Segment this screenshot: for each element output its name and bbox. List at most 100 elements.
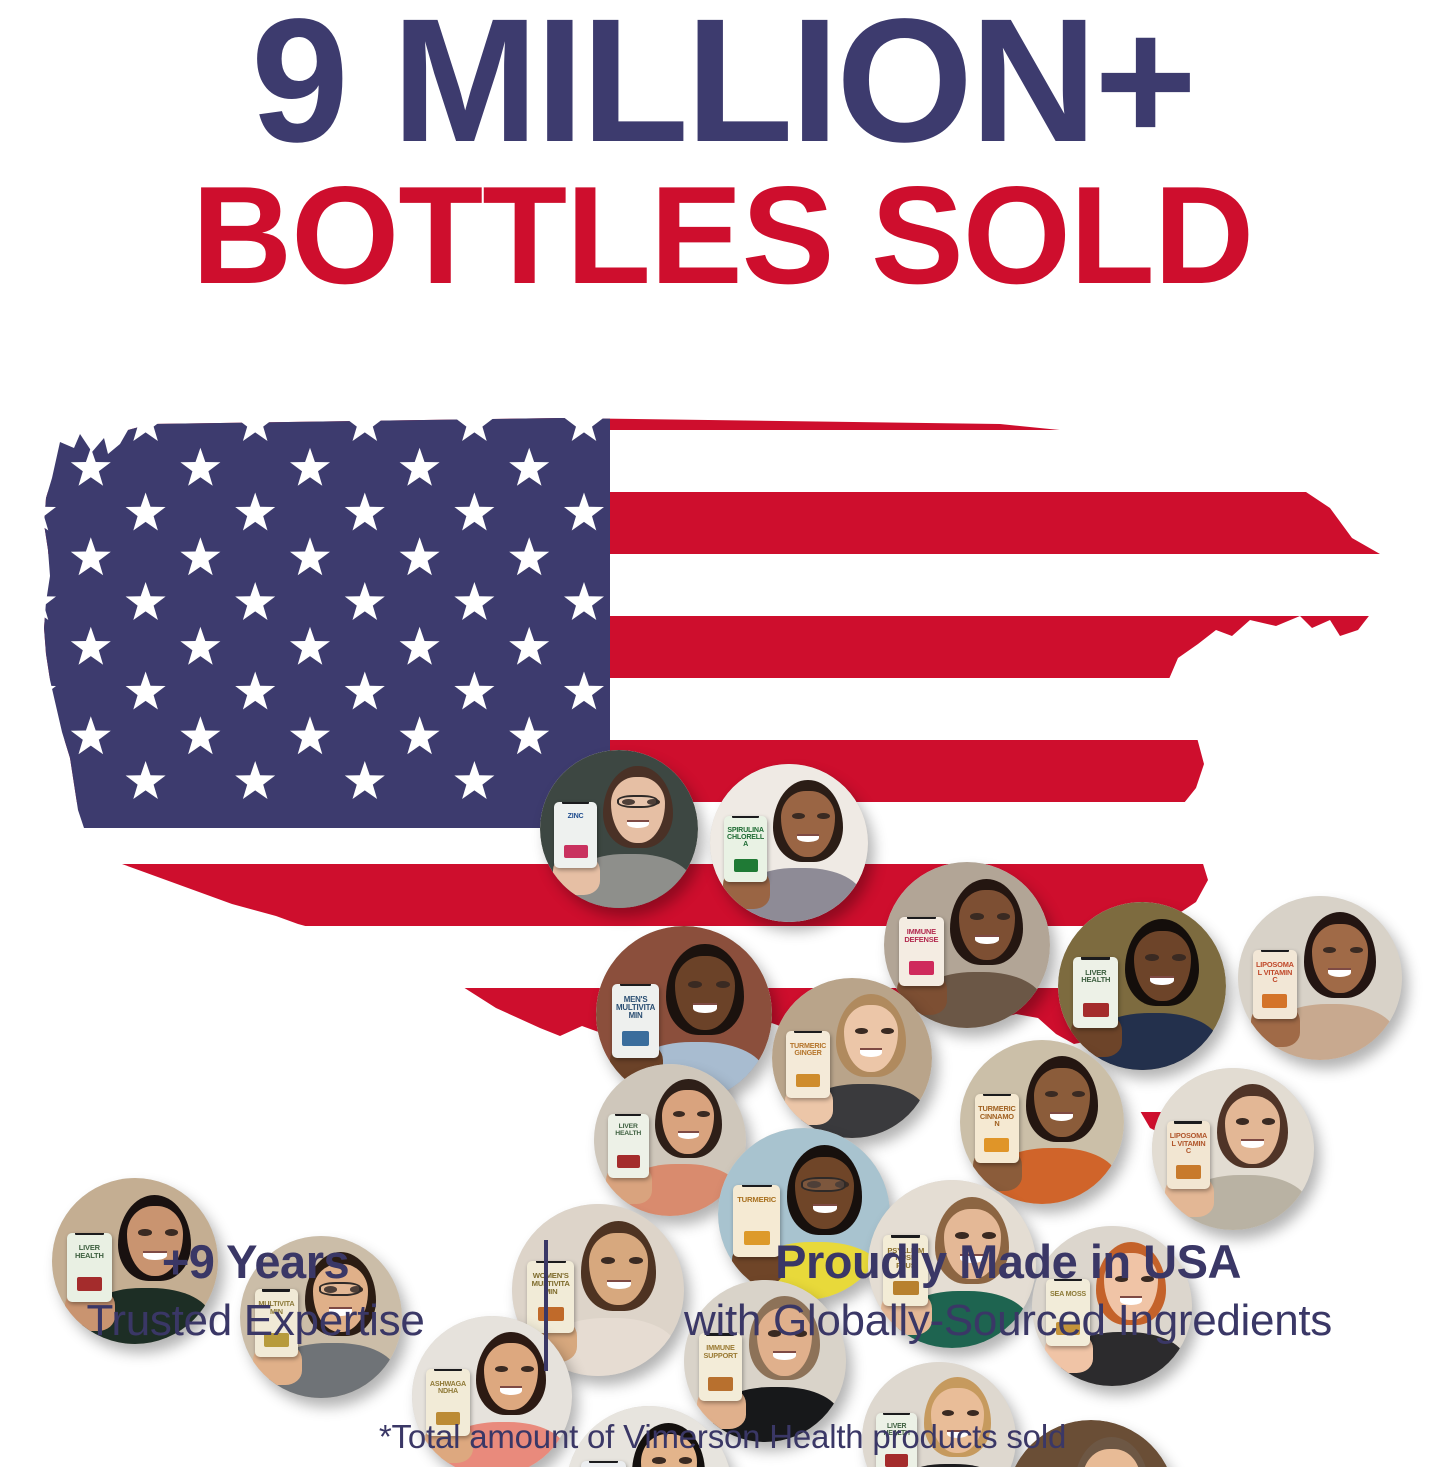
flag-star	[399, 716, 440, 755]
flag-star	[235, 761, 276, 799]
photo-face	[756, 1307, 812, 1376]
photo-face	[795, 1157, 854, 1230]
customer-photo-bubble: TURMERIC CINNAMON	[960, 1040, 1124, 1204]
customer-photo-bubble: IMMUNE DEFENSE	[884, 862, 1050, 1028]
flag-star	[70, 447, 111, 486]
flag-star	[125, 492, 166, 531]
flag-star	[125, 582, 166, 620]
product-bottle: LIPOSOMAL VITAMIN C	[1252, 950, 1298, 1019]
photo-glasses	[318, 1282, 361, 1296]
bottle-label-text: LIVER HEALTH	[615, 1123, 642, 1138]
bottle-label-swatch	[708, 1377, 733, 1391]
photo-eye	[942, 1409, 955, 1416]
flag-star	[125, 761, 166, 799]
bottle-label-text: LIVER HEALTH	[75, 1242, 104, 1260]
bottle-label-text: WOMEN'S MULTIVITAMIN	[531, 1271, 570, 1296]
headline-block: 9 MILLION+ BOTTLES SOLD	[0, 0, 1445, 313]
flag-star	[344, 403, 385, 441]
photo-mouth	[606, 1279, 631, 1290]
bottle-label-swatch	[1083, 1002, 1109, 1017]
bottle-label-swatch	[622, 1031, 649, 1047]
bottle-cap	[262, 1289, 291, 1292]
photo-face	[781, 790, 835, 858]
photo-face	[1104, 1253, 1159, 1321]
customer-photo-bubble: ZINC	[540, 750, 698, 908]
bottle-cap	[615, 1114, 642, 1117]
footer-column-made-in-usa: Proudly Made in USA with Globally-Source…	[545, 1235, 1445, 1347]
bottle-label-swatch	[908, 961, 934, 976]
customer-photo-bubble: TURMERIC GINGER	[772, 978, 932, 1138]
flag-star	[454, 671, 495, 710]
flag-star	[454, 761, 495, 799]
bottle-label-swatch	[616, 1155, 640, 1168]
flag-star	[454, 492, 495, 531]
photo-face	[1133, 930, 1191, 1002]
customer-photo-bubble: IMMUNE SUPPORT	[684, 1280, 846, 1442]
product-bottle: TURMERIC GINGER	[786, 1030, 830, 1098]
bottle-cap	[891, 1235, 921, 1238]
flag-star	[125, 403, 166, 441]
bottle-cap	[1260, 950, 1290, 953]
flag-star	[180, 537, 221, 576]
flag-star	[16, 582, 56, 620]
flag-star	[564, 492, 604, 531]
flag-star	[509, 447, 550, 486]
photo-face	[126, 1206, 184, 1276]
bottle-cap	[741, 1184, 772, 1187]
product-bottle: LIVER HEALTH	[607, 1114, 649, 1178]
product-bottle: SPIRULINA CHLORELLA	[724, 816, 767, 883]
bottle-label-swatch	[984, 1138, 1010, 1152]
customer-photo-bubble: WOMEN'S MULTIVITAMIN	[512, 1204, 684, 1376]
bottle-cap	[1174, 1121, 1203, 1124]
photo-glasses	[616, 795, 658, 809]
customer-photo-bubble: SPIRULINA CHLORELLA	[710, 764, 868, 922]
bottle-label-swatch	[1055, 1321, 1081, 1336]
footer-block: +9 Years Trusted Expertise Proudly Made …	[0, 1235, 1445, 1467]
photo-mouth	[812, 1203, 837, 1214]
product-bottle: ZINC	[554, 802, 597, 869]
bottle-label-text: TURMERIC GINGER	[789, 1040, 827, 1057]
years-headline: +9 Years	[161, 1235, 350, 1288]
photo-eye	[1236, 1118, 1250, 1125]
photo-mouth	[1120, 1296, 1143, 1306]
photo-face	[958, 890, 1016, 960]
flag-star	[180, 716, 221, 755]
customer-photo-bubble: TURMERIC	[718, 1128, 890, 1300]
photo-face	[931, 1388, 984, 1453]
flag-star	[180, 626, 221, 665]
photo-face	[1082, 1448, 1141, 1467]
headline-secondary: BOTTLES SOLD	[191, 157, 1254, 313]
photo-eye	[495, 1365, 508, 1372]
photo-eye	[817, 812, 831, 820]
photo-mouth	[677, 1130, 699, 1140]
flag-star	[70, 537, 111, 576]
disclaimer-text: *Total amount of Vimerson Health product…	[378, 1418, 1067, 1455]
photo-eye	[687, 980, 702, 988]
flag-star	[290, 716, 330, 755]
bottle-label-text: PSYLLIUM HUSK PLUS	[887, 1245, 925, 1271]
product-bottle: BLACK ELDERBERRY	[580, 1460, 626, 1467]
photo-mouth	[1241, 1139, 1264, 1149]
bottle-label-text: MULTIVITAMIN	[258, 1299, 295, 1316]
photo-eye	[1262, 1118, 1276, 1125]
footer-columns: +9 Years Trusted Expertise Proudly Made …	[0, 1235, 1445, 1386]
flag-star	[509, 537, 550, 576]
customer-photo-bubble: LIPOSOMAL VITAMIN C	[1152, 1068, 1314, 1230]
flag-star	[235, 582, 276, 620]
headline-primary: 9 MILLION+	[251, 0, 1197, 179]
product-bottle: LIVER HEALTH	[66, 1232, 112, 1303]
flag-star	[290, 447, 330, 486]
made-in-usa-subtext: with Globally-Sourced Ingredients	[684, 1295, 1332, 1345]
photo-face	[662, 1089, 715, 1154]
flag-star	[399, 626, 440, 665]
bottle-label-text: SEA MOSS	[1049, 1288, 1087, 1298]
photo-face	[1224, 1095, 1280, 1164]
customer-photo-bubble: LIPOSOMAL VITAMIN C	[1238, 896, 1402, 1060]
bottle-label-swatch	[795, 1073, 821, 1088]
bottle-label-swatch	[76, 1277, 102, 1292]
flag-star	[344, 671, 385, 710]
product-bottle: LIPOSOMAL VITAMIN C	[1166, 1121, 1211, 1190]
photo-mouth	[329, 1307, 352, 1317]
bottle-label-swatch	[264, 1333, 289, 1347]
photo-face	[844, 1005, 899, 1073]
